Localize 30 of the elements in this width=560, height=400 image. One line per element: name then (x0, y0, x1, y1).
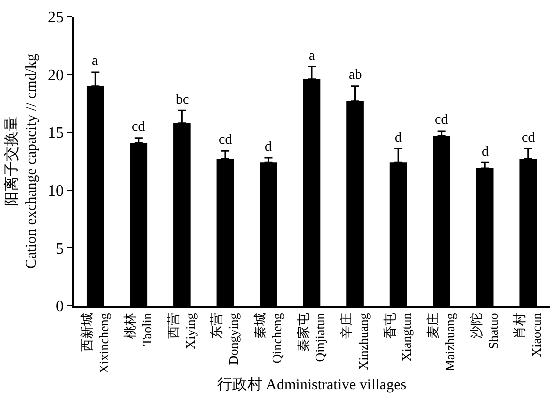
y-tick-label: 10 (48, 183, 64, 200)
annotation: a (92, 54, 99, 69)
x-tick-label: 秦家屯 Qinjiatun (296, 312, 328, 362)
y-tick-label: 0 (56, 298, 64, 316)
annotation: cd (132, 120, 146, 135)
x-tick-label: 秦城 Qincheng (252, 312, 284, 364)
annotation: d (265, 140, 272, 155)
x-tick-label: 桃林 Taolin (122, 312, 155, 346)
x-tick-label: 沙陀 Shatuo (468, 313, 501, 350)
y-tick-label: 5 (56, 240, 64, 258)
annotation: bc (176, 93, 190, 108)
annotation: d (395, 131, 402, 146)
x-tick-label: 麦庄 Maizhuang (426, 312, 458, 372)
x-tick-label: 辛庄 Xinzhuang (339, 312, 371, 370)
x-tick-label: 肖村 Xiaocun (512, 312, 544, 358)
annotation: d (482, 145, 489, 160)
annotation: cd (219, 133, 232, 148)
y-tick-label: 15 (48, 125, 64, 142)
x-tick-label: 西新城 Xixincheng (79, 312, 112, 374)
annotation: cd (435, 113, 448, 128)
y-tick-label: 20 (48, 67, 64, 84)
x-tick-label: 东营 Dongying (209, 312, 242, 366)
x-tick-label: 西营 Xiying (166, 312, 198, 350)
x-axis-title: 行政村 Administrative villages (217, 376, 407, 394)
annotation: cd (522, 131, 536, 146)
annotation: ab (349, 68, 362, 83)
y-axis-title: 阳离子交换量 Cation exchange capacity // cmd/kg (3, 54, 40, 269)
annotation: a (309, 49, 316, 64)
y-tick-label: 25 (48, 10, 64, 27)
x-tick-label: 香屯 Xiangtun (382, 312, 414, 362)
